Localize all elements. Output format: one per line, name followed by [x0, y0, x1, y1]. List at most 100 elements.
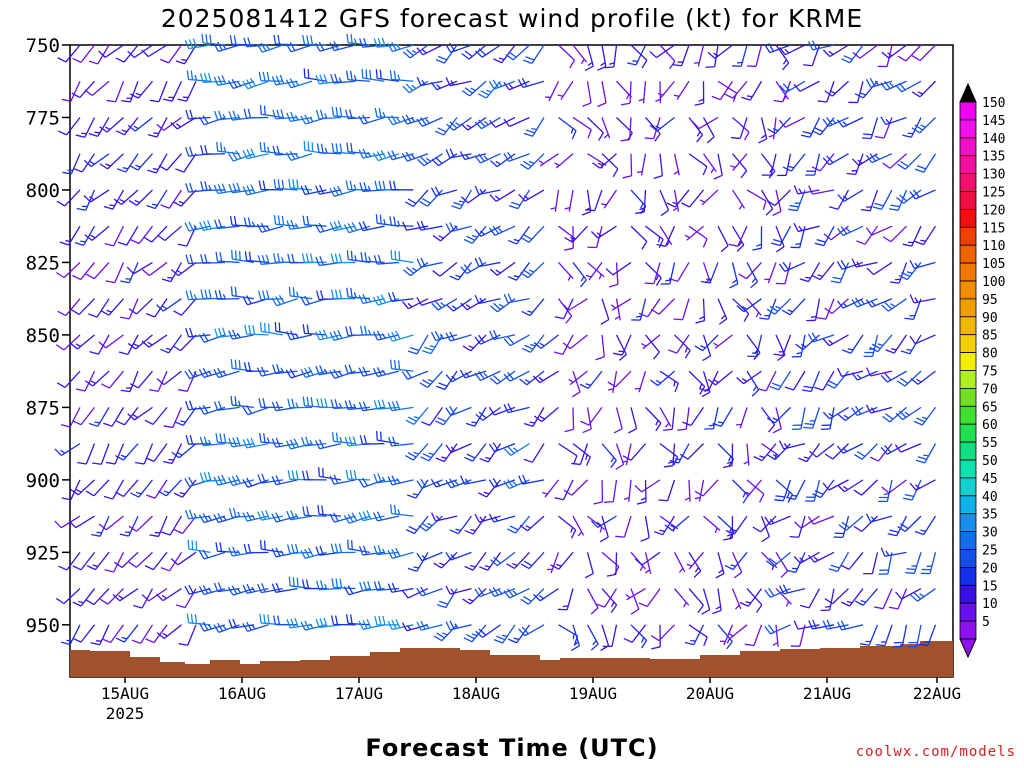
- wind-barb: [658, 479, 676, 502]
- wind-barb: [731, 117, 748, 140]
- wind-barb: [775, 551, 789, 578]
- wind-barb: [375, 69, 400, 82]
- wind-barb: [865, 153, 893, 164]
- wind-barb: [493, 44, 516, 64]
- wind-barb: [329, 220, 356, 232]
- wind-barb: [474, 334, 501, 345]
- wind-barb: [655, 81, 662, 104]
- wind-barb: [286, 330, 313, 341]
- wind-barb: [553, 334, 574, 356]
- wind-barb: [141, 44, 168, 58]
- wind-barb: [170, 551, 197, 566]
- wind-barb: [91, 515, 110, 537]
- wind-barb: [145, 624, 168, 644]
- wind-barb: [343, 221, 371, 234]
- wind-barb: [227, 585, 255, 596]
- colorbar-segment: [959, 173, 977, 192]
- wind-barb: [720, 624, 734, 646]
- wind-barb: [199, 436, 226, 447]
- wind-barb: [479, 443, 502, 463]
- wind-barb: [809, 443, 835, 458]
- wind-barb: [688, 588, 704, 613]
- wind-barb: [227, 150, 255, 162]
- wind-barb: [489, 329, 516, 340]
- colorbar-label: 150: [982, 96, 1005, 111]
- wind-barb: [649, 44, 675, 59]
- wind-barb: [628, 407, 638, 434]
- wind-barb: [117, 153, 139, 173]
- wind-barb: [585, 189, 603, 212]
- wind-barb: [157, 225, 182, 242]
- wind-barb: [301, 253, 327, 264]
- wind-barb: [401, 587, 429, 599]
- wind-barb: [765, 551, 791, 567]
- colorbar-segment: [959, 334, 977, 354]
- wind-barb: [854, 80, 878, 99]
- wind-barb: [523, 44, 545, 64]
- wind-barb: [272, 364, 298, 375]
- wind-barb: [257, 473, 284, 484]
- wind-barb: [173, 479, 197, 498]
- wind-barb: [460, 298, 487, 311]
- wind-barb: [119, 515, 139, 537]
- wind-barb: [271, 475, 298, 486]
- wind-barb: [846, 153, 864, 176]
- wind-barb: [597, 44, 607, 71]
- y-tick-label: 750: [26, 35, 60, 57]
- wind-barb: [430, 330, 458, 342]
- wind-barb: [489, 189, 516, 202]
- wind-barb: [257, 509, 284, 521]
- wind-barb: [673, 298, 690, 321]
- wind-barb: [778, 440, 806, 450]
- wind-barb: [679, 443, 704, 460]
- wind-barb: [622, 153, 633, 179]
- wind-barb: [793, 185, 820, 195]
- wind-barb: [112, 588, 139, 602]
- wind-barb: [300, 620, 327, 631]
- credit-link[interactable]: coolwx.com/models: [855, 744, 1016, 760]
- wind-barb: [699, 370, 719, 392]
- wind-barb: [822, 44, 849, 58]
- wind-barb: [405, 406, 429, 425]
- colorbar-segment: [959, 316, 977, 336]
- wind-barb: [98, 44, 124, 58]
- wind-barb: [813, 370, 835, 391]
- wind-barb: [920, 552, 937, 575]
- wind-barb: [171, 443, 197, 459]
- wind-barb: [463, 624, 487, 643]
- colorbar-segment: [959, 280, 977, 300]
- wind-barb: [572, 116, 592, 139]
- wind-barb: [897, 44, 922, 62]
- wind-barb: [145, 298, 168, 318]
- y-tick-label: 825: [26, 252, 60, 274]
- wind-barb: [416, 478, 443, 489]
- wind-barb: [564, 407, 575, 433]
- wind-barb: [358, 114, 385, 125]
- wind-barb: [874, 117, 893, 139]
- y-tick-label: 875: [26, 397, 60, 419]
- wind-barb: [712, 588, 722, 615]
- wind-barb: [672, 189, 680, 212]
- wind-barb: [659, 407, 672, 428]
- wind-barb: [314, 439, 342, 450]
- wind-barb: [200, 145, 226, 155]
- wind-barb: [739, 588, 763, 607]
- wind-barb: [741, 80, 763, 101]
- wind-barb: [793, 222, 820, 233]
- wind-barb: [358, 294, 385, 305]
- wind-barb: [768, 117, 777, 140]
- colorbar-segment: [959, 191, 977, 210]
- wind-barb: [764, 262, 777, 284]
- colorbar-segment: [959, 620, 977, 640]
- wind-barb: [775, 588, 792, 607]
- wind-barb: [623, 624, 647, 643]
- wind-barb: [694, 334, 719, 352]
- wind-barb: [56, 370, 81, 388]
- wind-barb: [435, 44, 458, 64]
- wind-barb: [214, 327, 240, 338]
- wind-barb: [176, 588, 197, 609]
- chart-title: 2025081412 GFS forecast wind profile (kt…: [160, 4, 864, 33]
- wind-barb: [880, 443, 907, 455]
- wind-barb: [147, 117, 168, 138]
- wind-barb: [115, 443, 139, 461]
